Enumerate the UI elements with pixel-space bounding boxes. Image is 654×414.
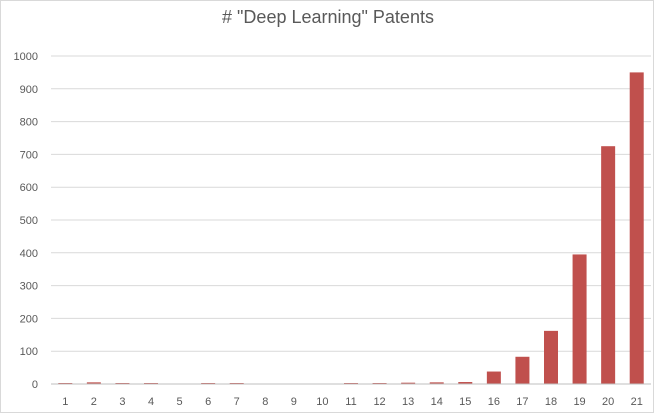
x-tick-label: 2 [91,396,97,408]
x-tick-label: 18 [545,396,557,408]
x-tick-label: 4 [148,396,154,408]
bar-15 [458,382,473,384]
x-tick-label: 21 [631,396,643,408]
x-tick-label: 10 [316,396,328,408]
x-tick-label: 19 [573,396,585,408]
x-tick-label: 1 [62,396,68,408]
y-tick-label: 100 [20,346,38,358]
y-tick-label: 1000 [14,51,38,63]
x-tick-label: 5 [177,396,183,408]
bar-20 [601,146,616,384]
bar-16 [486,371,501,384]
x-tick-label: 7 [234,396,240,408]
bar-13 [401,382,416,384]
y-axis-ticks: 0 100 200 300 400 500 600 700 800 900 1000 [14,51,38,391]
y-tick-label: 0 [32,379,38,391]
x-tick-label: 14 [431,396,443,408]
bar-2 [86,382,101,384]
gridlines [51,55,651,352]
y-tick-label: 800 [20,117,38,129]
bar-18 [544,330,558,384]
bar-14 [429,382,444,384]
x-tick-label: 9 [291,396,297,408]
bar-17 [515,356,530,384]
x-tick-label: 17 [516,396,528,408]
y-tick-label: 500 [20,215,38,227]
x-tick-label: 6 [205,396,211,408]
y-tick-label: 300 [20,281,38,293]
bar-21 [629,72,644,385]
x-tick-label: 8 [262,396,268,408]
x-axis-ticks: 1 2 3 4 5 6 7 8 9 10 11 12 13 14 15 16 17 18 19 20 21 [62,396,643,408]
chart-title: # "Deep Learning" Patents [222,7,434,27]
x-tick-label: 16 [488,396,500,408]
x-tick-label: 20 [602,396,614,408]
y-tick-label: 200 [20,313,38,325]
bars [58,72,644,385]
x-tick-label: 15 [459,396,471,408]
x-tick-label: 3 [119,396,125,408]
x-tick-label: 13 [402,396,414,408]
y-tick-label: 400 [20,248,38,260]
y-tick-label: 900 [20,84,38,96]
x-tick-label: 12 [373,396,385,408]
x-tick-label: 11 [345,396,356,408]
bar-19 [572,254,587,384]
y-tick-label: 600 [20,182,38,194]
y-tick-label: 700 [20,149,38,161]
